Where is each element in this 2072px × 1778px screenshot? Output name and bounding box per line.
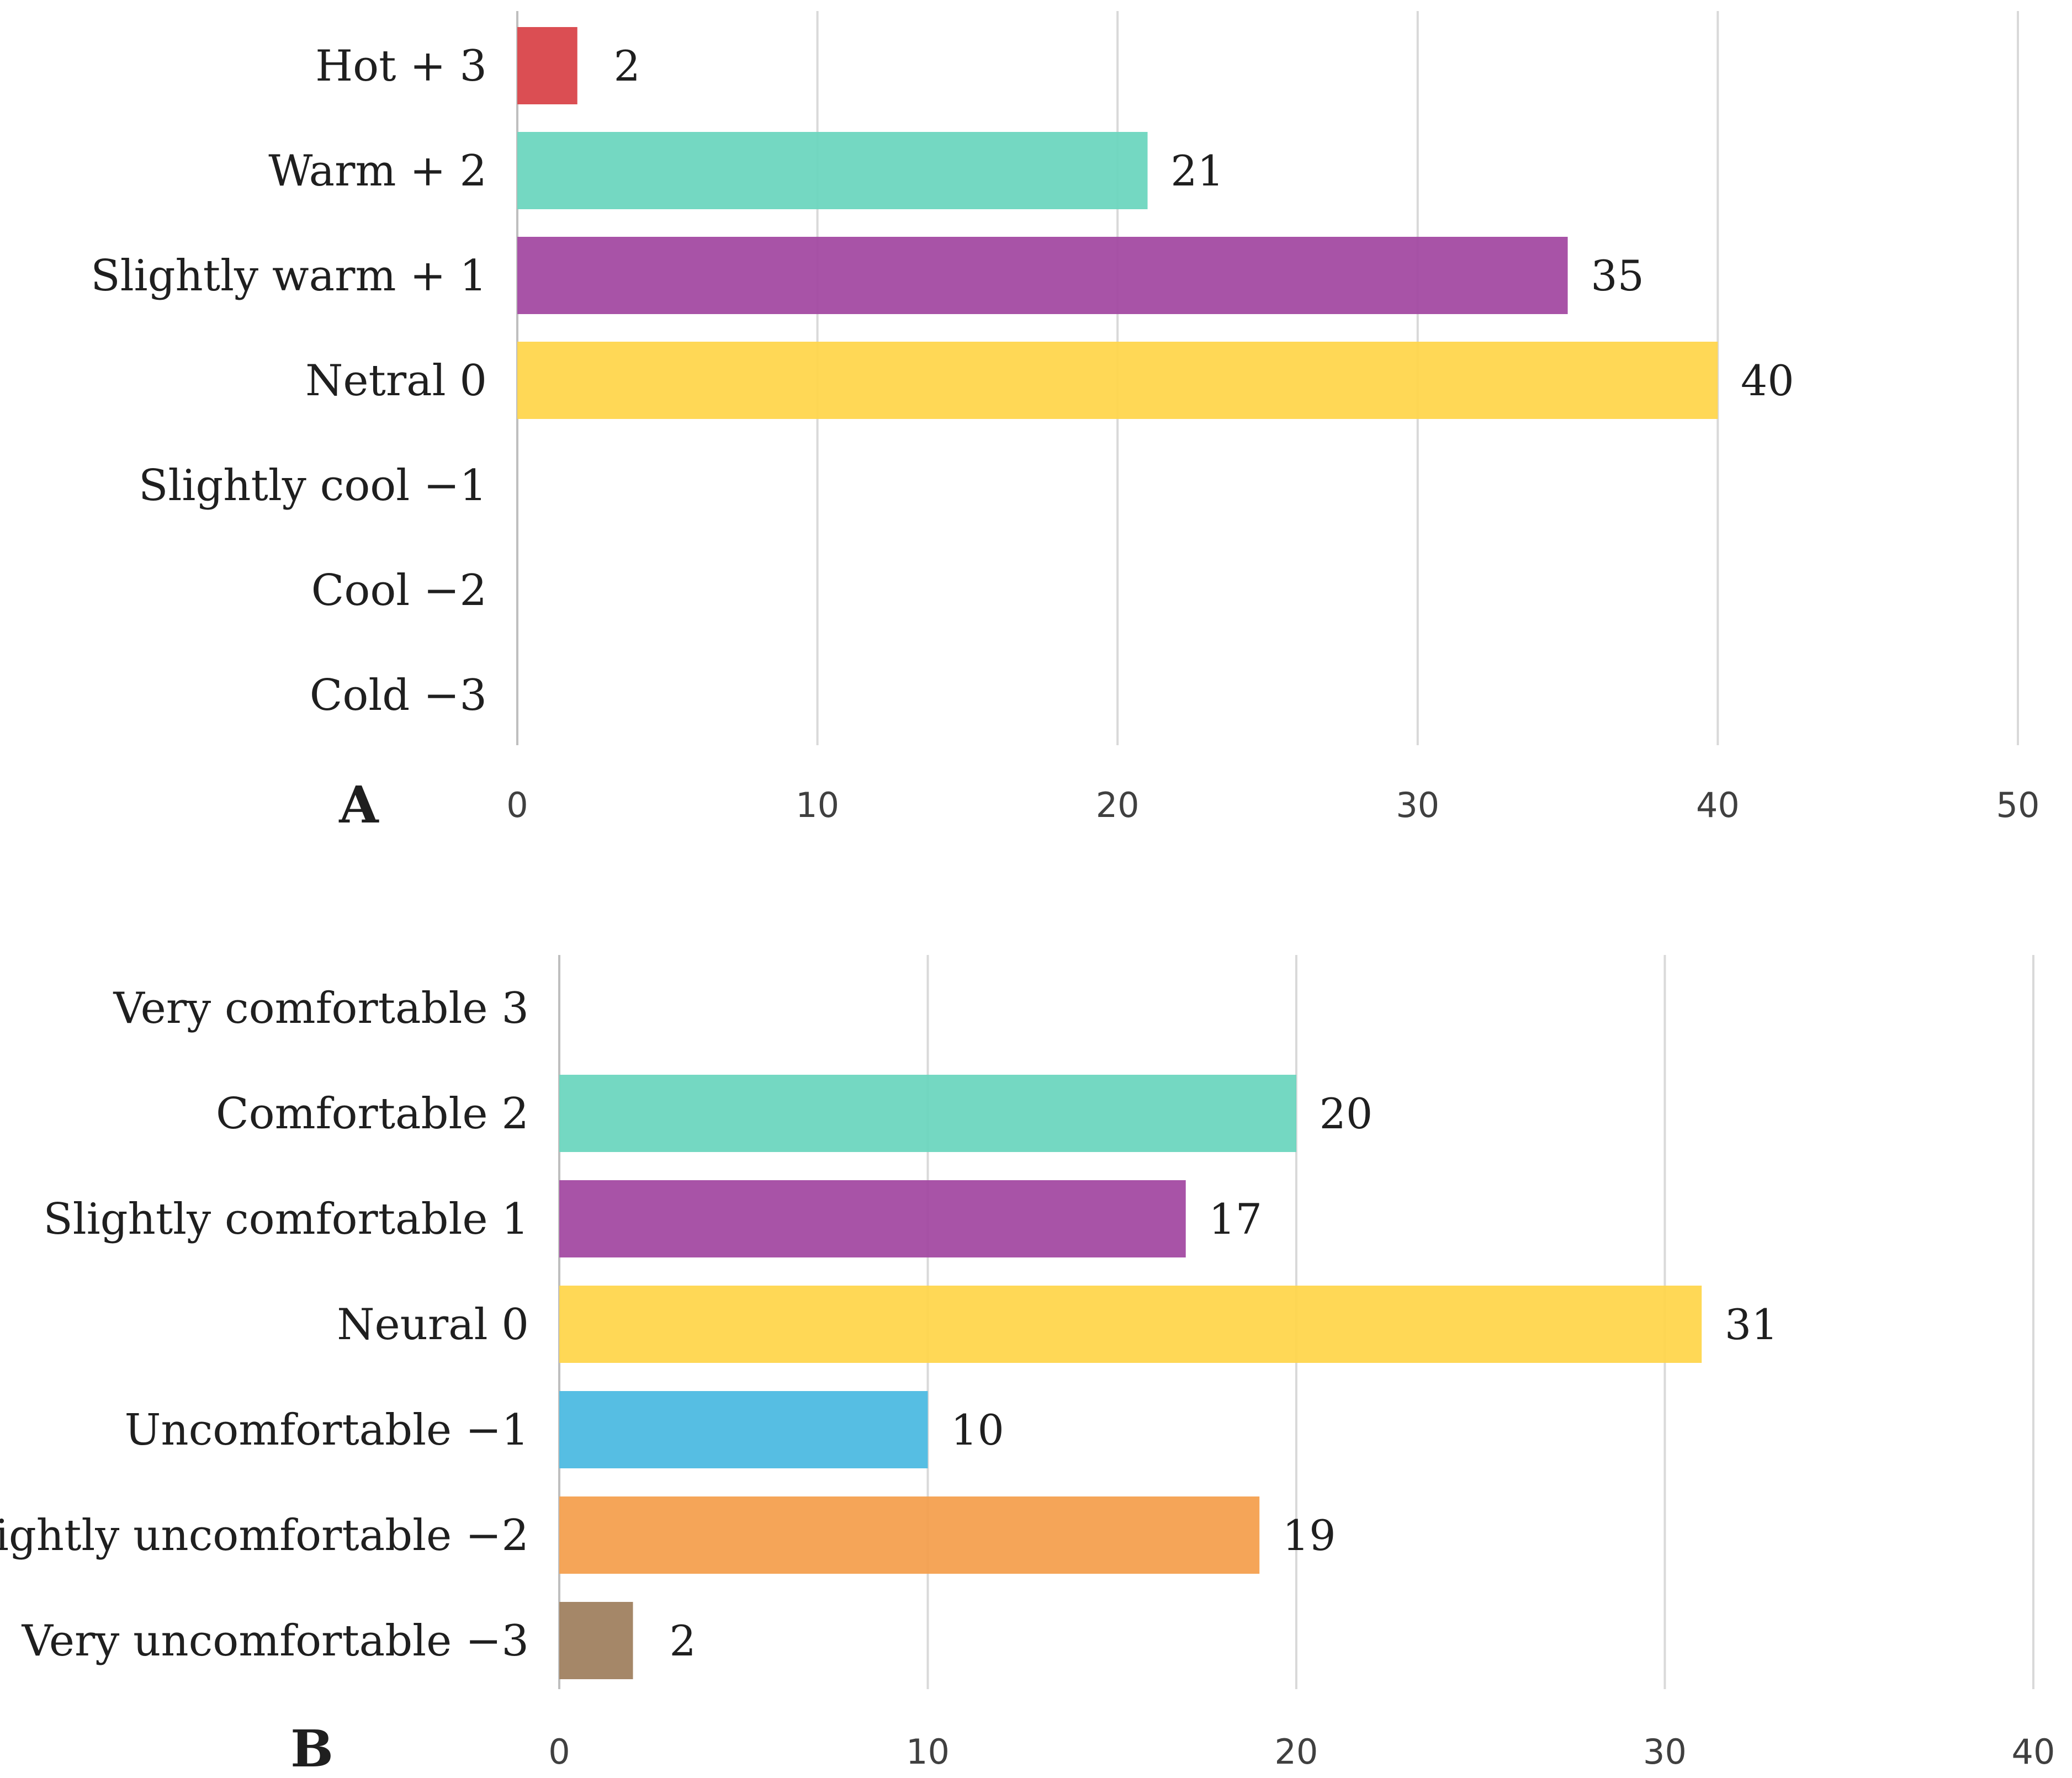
panel-b-value-label-6: 2 xyxy=(669,1616,696,1665)
panel-b-value-label-4: 10 xyxy=(951,1405,1004,1455)
panel-b-value-label-1: 20 xyxy=(1319,1089,1373,1138)
panel-a-category-label-1: Warm + 2 xyxy=(268,146,487,196)
panel-b-value-label-3: 31 xyxy=(1725,1300,1778,1349)
panel-a-value-label-1: 21 xyxy=(1170,146,1224,195)
panel-a-x-tick-label-5: 50 xyxy=(1996,785,2040,825)
chart-panel-a: 0 10 20 30 40 50 Hot + 3 2 Warm + 2 21 Slightly wa… xyxy=(91,11,2039,835)
panel-a-category-label-2: Slightly warm + 1 xyxy=(91,251,487,301)
panel-b-bar-6 xyxy=(559,1602,633,1679)
panel-b-bar-2 xyxy=(559,1180,1186,1257)
panel-b-category-label-4: Uncomfortable −1 xyxy=(125,1405,529,1455)
panel-a-x-tick-label-3: 30 xyxy=(1396,785,1439,825)
panel-a-bar-0 xyxy=(517,27,577,104)
panel-a-category-label-6: Cold −3 xyxy=(310,671,487,720)
panel-b-x-tick-label-2: 20 xyxy=(1275,1732,1318,1772)
panel-b-x-tick-label-1: 10 xyxy=(906,1732,950,1772)
panel-a-category-label-5: Cool −2 xyxy=(311,566,487,615)
panel-b-category-label-2: Slightly comfortable 1 xyxy=(43,1195,529,1244)
panel-b-x-tick-label-0: 0 xyxy=(548,1732,570,1772)
panel-b-bar-3 xyxy=(559,1286,1702,1363)
panel-a-bar-3 xyxy=(517,342,1718,419)
panel-a-value-label-2: 35 xyxy=(1591,251,1644,300)
panel-b-x-tick-label-4: 40 xyxy=(2012,1732,2055,1772)
panel-b-category-label-5: Slightly uncomfortable −2 xyxy=(0,1511,529,1561)
panel-b-category-label-3: Neural 0 xyxy=(337,1300,529,1350)
panel-a-value-label-3: 40 xyxy=(1741,356,1794,405)
panel-b-bar-5 xyxy=(559,1496,1260,1574)
panel-a-x-tick-label-2: 20 xyxy=(1096,785,1140,825)
panel-a-bar-1 xyxy=(517,132,1148,209)
panel-a-category-label-4: Slightly cool −1 xyxy=(139,461,487,511)
panel-b-category-label-6: Very uncomfortable −3 xyxy=(22,1616,529,1666)
panel-b-category-label-0: Very comfortable 3 xyxy=(113,984,529,1033)
panel-b-x-tick-label-3: 30 xyxy=(1643,1732,1687,1772)
panel-a-x-tick-label-4: 40 xyxy=(1696,785,1740,825)
panel-b-bar-1 xyxy=(559,1075,1296,1152)
chart-panel-b: 0 10 20 30 40 Very comfortable 3 Comfortable 2… xyxy=(0,955,2055,1778)
panel-b-bar-4 xyxy=(559,1391,928,1468)
panel-a-x-tick-label-0: 0 xyxy=(506,785,528,825)
panel-b-value-label-5: 19 xyxy=(1283,1511,1336,1560)
panel-b-letter: B xyxy=(290,1719,333,1778)
panel-a-category-label-0: Hot + 3 xyxy=(315,41,487,91)
panel-b-category-label-1: Comfortable 2 xyxy=(216,1089,529,1139)
panel-a-value-label-0: 2 xyxy=(614,41,640,91)
panel-a-bar-2 xyxy=(517,237,1568,314)
panel-a-letter: A xyxy=(338,775,379,835)
panel-a-x-tick-label-1: 10 xyxy=(796,785,839,825)
panel-b-value-label-2: 17 xyxy=(1209,1195,1262,1244)
panel-a-category-label-3: Netral 0 xyxy=(305,356,487,406)
